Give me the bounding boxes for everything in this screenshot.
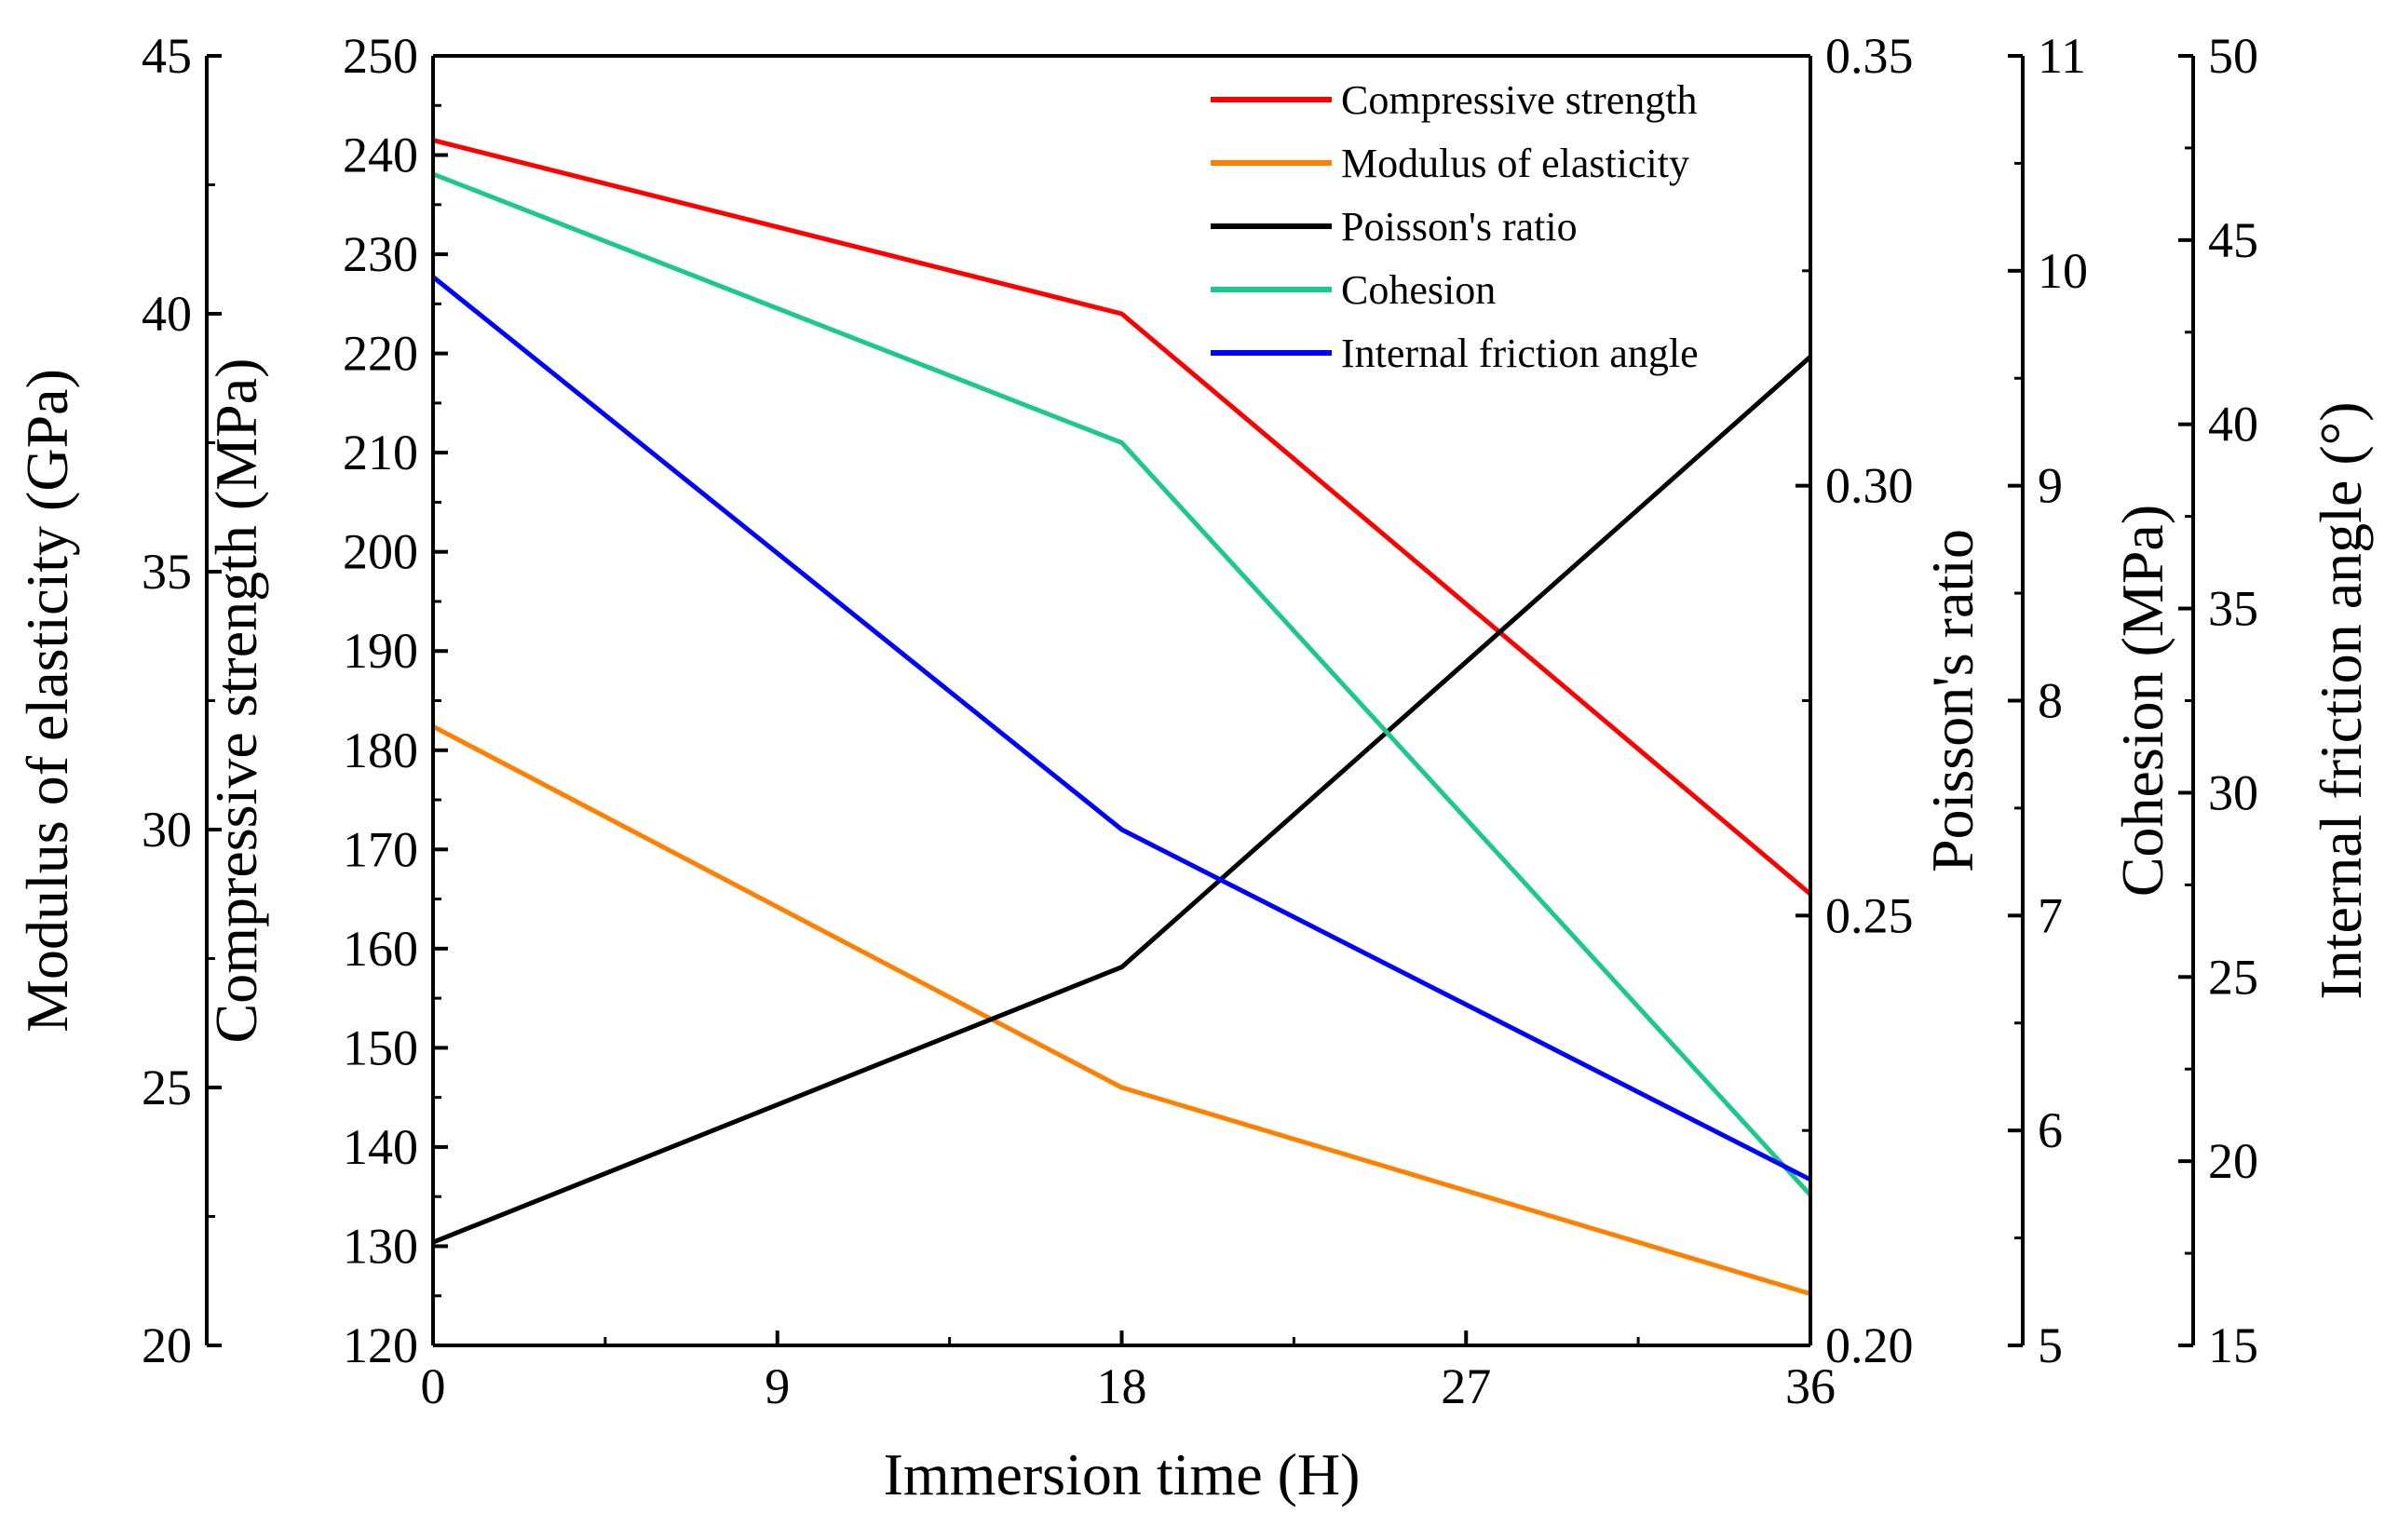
cohesion-tick-label: 11 [2038,28,2086,84]
compressive-tick-label: 220 [343,326,418,382]
compressive-tick-label: 250 [343,28,418,84]
compressive-tick-label: 120 [343,1317,418,1373]
legend-label: Cohesion [1341,267,1496,313]
x-tick-label: 27 [1441,1358,1491,1414]
modulus-tick-label: 25 [142,1060,192,1115]
modulus-tick-label: 35 [142,544,192,600]
poisson-tick-label: 0.35 [1825,28,1914,84]
compressive-axis-title: Compressive strength (MPa) [203,358,269,1044]
cohesion-axis-title: Cohesion (MPa) [2109,505,2175,897]
legend-label: Internal friction angle [1341,331,1699,376]
modulus-tick-label: 20 [142,1317,192,1373]
poisson-axis-title: Poisson's ratio [1919,529,1985,872]
modulus-tick-label: 40 [142,286,192,342]
compressive-tick-label: 160 [343,921,418,977]
friction-tick-label: 45 [2208,212,2258,268]
compressive-tick-label: 240 [343,128,418,183]
friction-tick-label: 30 [2208,764,2258,820]
cohesion-tick-label: 6 [2038,1102,2063,1158]
friction-tick-label: 15 [2208,1317,2258,1373]
cohesion-tick-label: 7 [2038,887,2063,943]
modulus-tick-label: 30 [142,802,192,858]
poisson-tick-label: 0.30 [1825,458,1914,514]
cohesion-tick-label: 5 [2038,1317,2063,1373]
series-lines [431,138,1812,1296]
cohesion-tick-label: 9 [2038,458,2063,514]
modulus-tick-label: 45 [142,28,192,84]
series-line-modulus [431,723,1811,1296]
series-line-cohesion [432,171,1812,1197]
compressive-tick-label: 210 [343,425,418,480]
compressive-tick-label: 230 [343,226,418,282]
modulus-axis-title: Modulus of elasticity (GPa) [14,369,80,1033]
friction-tick-label: 50 [2208,28,2258,84]
legend: Compressive strength Modulus of elasticit… [1211,77,1699,376]
legend-label: Poisson's ratio [1341,204,1578,250]
compressive-tick-label: 200 [343,524,418,580]
compressive-tick-label: 180 [343,723,418,778]
compressive-tick-label: 170 [343,821,418,877]
legend-label: Modulus of elasticity [1341,141,1689,186]
series-line-poisson [432,355,1812,1245]
plot-frame [433,54,1810,1347]
x-tick-label: 18 [1097,1358,1147,1414]
poisson-tick-label: 0.20 [1825,1317,1914,1373]
axes: 0 9 18 27 36 Immersion time (H) 20 25 30 35 40 45 Mo… [14,28,2374,1507]
compressive-tick-label: 150 [343,1020,418,1075]
compressive-tick-label: 190 [343,623,418,679]
series-line-friction [431,275,1812,1182]
x-tick-label: 0 [421,1358,446,1414]
poisson-tick-label: 0.25 [1825,887,1914,943]
friction-tick-label: 40 [2208,397,2258,453]
compressive-tick-label: 130 [343,1218,418,1274]
x-tick-label: 9 [765,1358,790,1414]
compressive-tick-label: 140 [343,1119,418,1175]
friction-axis-title: Internal friction angle (°) [2308,401,2374,999]
friction-tick-label: 25 [2208,949,2258,1005]
friction-tick-label: 20 [2208,1133,2258,1189]
x-axis-title: Immersion time (H) [884,1441,1361,1507]
cohesion-tick-label: 10 [2038,243,2088,299]
legend-label: Compressive strength [1341,77,1698,123]
friction-tick-label: 35 [2208,581,2258,637]
x-tick-label: 36 [1785,1358,1836,1414]
cohesion-tick-label: 8 [2038,673,2063,729]
